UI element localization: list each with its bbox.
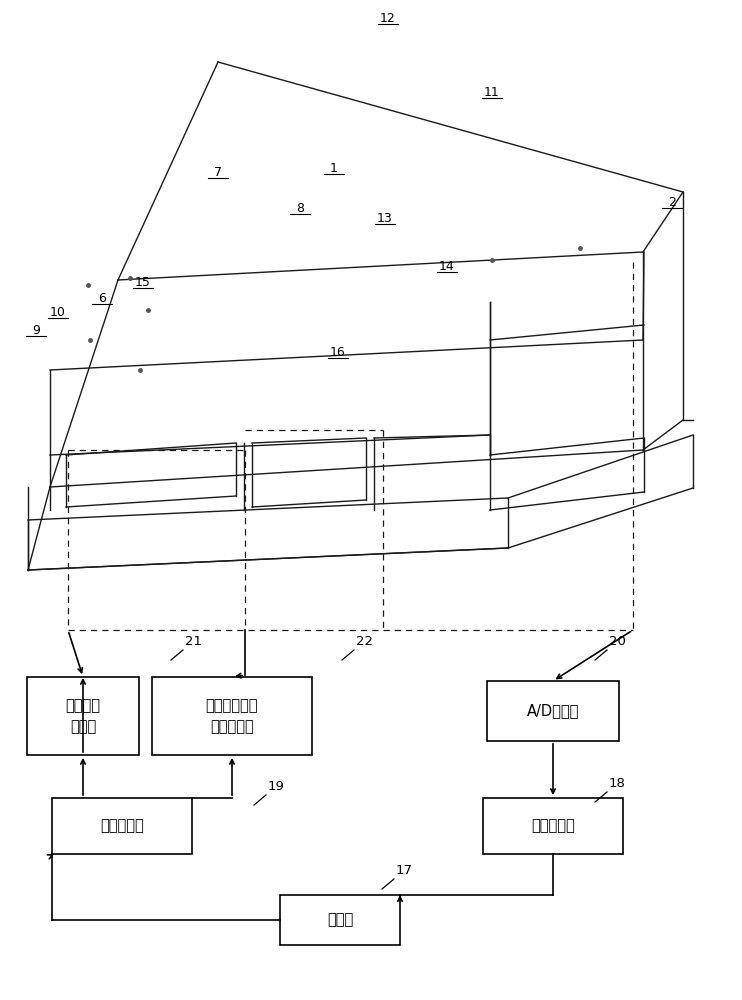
Text: 运动控制卡: 运动控制卡	[100, 818, 144, 834]
Text: 17: 17	[396, 864, 413, 877]
Text: A/D转换器: A/D转换器	[527, 704, 580, 718]
Text: 直接驱动旋转
电机驱动器: 直接驱动旋转 电机驱动器	[206, 698, 258, 734]
Text: 13: 13	[377, 212, 393, 225]
Text: 6: 6	[98, 292, 106, 304]
Text: 19: 19	[268, 780, 285, 793]
Text: 9: 9	[32, 324, 40, 336]
Text: 10: 10	[50, 306, 66, 318]
Text: 11: 11	[484, 86, 500, 99]
Text: 15: 15	[135, 275, 151, 288]
Text: 20: 20	[609, 635, 626, 648]
Text: 12: 12	[380, 11, 396, 24]
Bar	[483, 798, 623, 854]
Bar	[152, 677, 312, 755]
Bar	[27, 677, 139, 755]
Text: 14: 14	[439, 259, 455, 272]
Text: 21: 21	[185, 635, 202, 648]
Text: 2: 2	[668, 196, 676, 209]
Text: 数据采集卡: 数据采集卡	[531, 818, 575, 834]
Bar	[280, 895, 400, 945]
Text: 18: 18	[609, 777, 626, 790]
Bar	[52, 798, 192, 854]
Text: 8: 8	[296, 202, 304, 215]
Text: 22: 22	[356, 635, 373, 648]
Bar	[487, 681, 619, 741]
Text: 计算机: 计算机	[327, 912, 353, 928]
Text: 16: 16	[330, 346, 346, 359]
Text: 7: 7	[214, 165, 222, 178]
Text: 1: 1	[330, 161, 338, 174]
Text: 伺服电机
驱动器: 伺服电机 驱动器	[65, 698, 100, 734]
